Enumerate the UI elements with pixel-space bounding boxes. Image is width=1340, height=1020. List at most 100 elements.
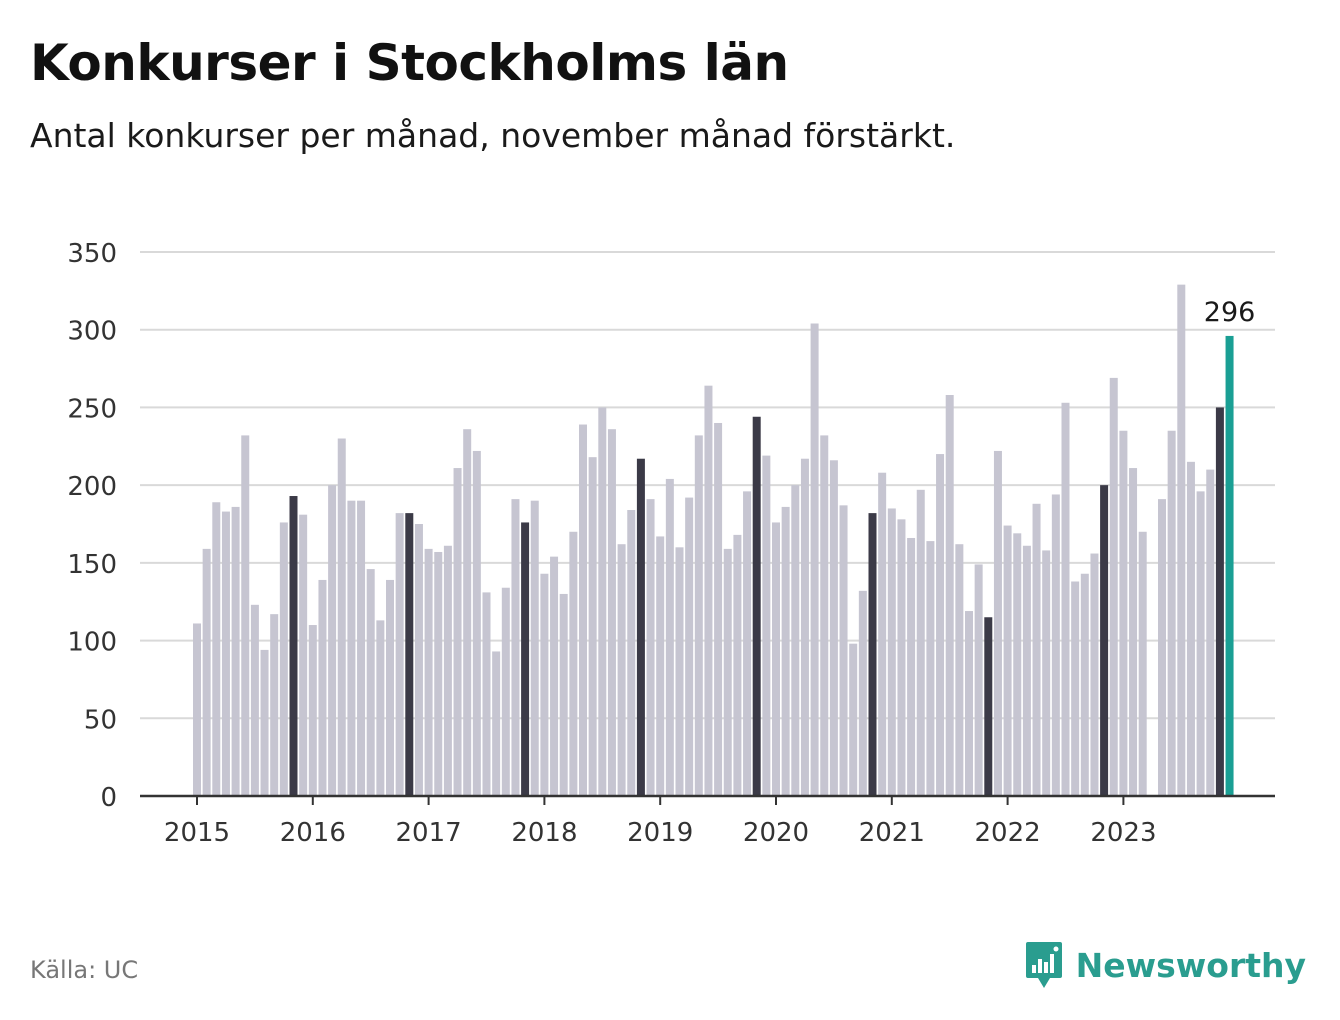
bar — [260, 649, 269, 796]
bar — [878, 472, 887, 796]
x-tick-label: 2020 — [743, 818, 809, 848]
bar — [1138, 531, 1147, 796]
bar — [752, 416, 761, 796]
bar — [926, 541, 935, 796]
bar — [212, 502, 221, 796]
bar — [829, 460, 838, 796]
bar — [810, 323, 819, 796]
bar — [193, 623, 201, 796]
bar — [820, 435, 829, 796]
bar — [897, 519, 906, 796]
bar — [530, 500, 539, 796]
bar — [965, 611, 973, 796]
bar — [472, 450, 481, 796]
bar — [887, 508, 896, 796]
y-tick-label: 350 — [67, 239, 117, 269]
bar — [743, 491, 752, 796]
bar — [646, 499, 655, 796]
bar — [945, 394, 954, 796]
bar — [357, 500, 366, 796]
bar — [1196, 491, 1205, 796]
bar — [1003, 525, 1012, 796]
chart-title: Konkurser i Stockholms län — [30, 34, 789, 92]
bar — [202, 548, 211, 796]
bar — [936, 454, 945, 796]
y-tick-label: 250 — [67, 394, 117, 424]
bar — [299, 514, 308, 796]
bar — [463, 429, 472, 796]
bar — [241, 435, 250, 796]
bar — [1119, 430, 1128, 796]
value-annotation: 296 — [1204, 297, 1256, 328]
bar — [800, 458, 809, 796]
y-tick-label: 300 — [67, 317, 117, 347]
bar — [221, 511, 230, 796]
bar — [1013, 533, 1022, 796]
bar — [839, 505, 848, 796]
brand-logo: Newsworthy — [1024, 940, 1306, 990]
source-note: Källa: UC — [30, 956, 139, 984]
bar — [733, 534, 742, 796]
bar — [482, 592, 491, 796]
y-tick-label: 0 — [100, 783, 117, 813]
x-tick-label: 2019 — [627, 818, 693, 848]
bar — [1215, 407, 1224, 796]
bar — [559, 593, 568, 796]
bar — [1186, 461, 1195, 796]
bar — [424, 548, 433, 796]
bar — [366, 569, 375, 796]
bar — [714, 422, 723, 796]
bar — [1206, 469, 1215, 796]
bar — [762, 455, 771, 796]
bar — [579, 424, 587, 796]
bar — [1090, 553, 1099, 796]
bar — [386, 579, 394, 796]
y-tick-label: 200 — [67, 472, 117, 502]
y-tick-label: 150 — [67, 550, 117, 580]
bar — [1225, 335, 1234, 796]
bar — [858, 590, 867, 796]
bar — [868, 513, 877, 796]
bar — [1022, 545, 1031, 796]
bar — [916, 489, 925, 796]
bar — [1129, 468, 1138, 796]
bar — [704, 385, 713, 796]
bar — [550, 556, 559, 796]
bar — [1080, 573, 1089, 796]
bar — [414, 524, 423, 796]
bar — [974, 564, 983, 796]
bar — [1071, 581, 1080, 796]
bar — [1177, 284, 1186, 796]
newsworthy-logo-icon — [1025, 942, 1062, 988]
bar — [376, 620, 385, 796]
bar — [588, 457, 597, 796]
bar — [665, 478, 674, 796]
bar — [694, 435, 703, 796]
bar — [453, 468, 462, 796]
bar — [617, 544, 626, 796]
bar — [289, 496, 298, 796]
bar — [501, 587, 510, 796]
bar — [955, 544, 964, 796]
bar — [723, 548, 732, 796]
bar — [270, 614, 279, 796]
bar — [1167, 430, 1176, 796]
bar — [1032, 503, 1041, 796]
x-tick-label: 2017 — [396, 818, 462, 848]
bar — [250, 604, 259, 796]
y-tick-label: 50 — [84, 705, 117, 735]
bar — [395, 513, 404, 796]
y-tick-label: 100 — [67, 628, 117, 658]
bar — [685, 497, 694, 796]
bar — [791, 485, 800, 796]
bar — [607, 429, 616, 796]
bar — [318, 579, 327, 796]
bar — [328, 485, 337, 796]
bar — [1061, 402, 1070, 796]
bar — [984, 617, 993, 796]
bar — [1158, 499, 1166, 796]
bar — [569, 531, 578, 796]
bar — [405, 513, 414, 796]
bar — [627, 510, 636, 796]
bar — [347, 500, 356, 796]
